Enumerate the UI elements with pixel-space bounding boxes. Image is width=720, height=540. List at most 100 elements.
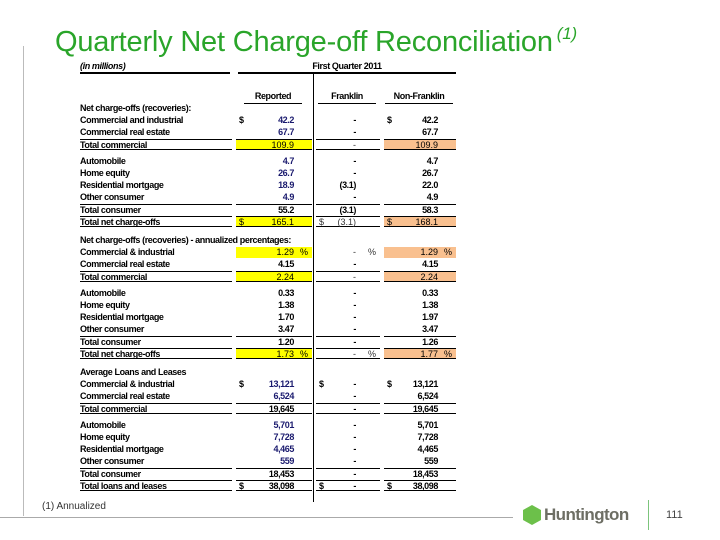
value: 67.7 xyxy=(278,127,294,137)
value: 26.7 xyxy=(422,168,438,178)
row-label: Home equity xyxy=(80,168,130,178)
percent-symbol: % xyxy=(299,247,308,257)
value: - xyxy=(353,192,356,202)
row-label: Net charge-offs (recoveries): xyxy=(80,103,191,113)
non-franklin-cell: 7,728 xyxy=(384,432,456,443)
value: - xyxy=(353,404,356,414)
franklin-cell: - xyxy=(316,456,380,467)
row-label: Commercial real estate xyxy=(80,127,170,137)
franklin-cell: - xyxy=(316,259,380,270)
table-row: Home equity 1.38 - 1.38 xyxy=(80,300,456,312)
value: 67.7 xyxy=(422,127,438,137)
franklin-cell: - xyxy=(316,127,380,138)
value: - xyxy=(353,312,356,322)
reported-cell: 1.29% xyxy=(236,247,312,258)
value: 4.15 xyxy=(278,259,294,269)
value: 58.3 xyxy=(422,205,438,215)
non-franklin-cell: 67.7 xyxy=(384,127,456,138)
value: 1.73 xyxy=(276,349,294,359)
section-header: Average Loans and Leases xyxy=(80,367,456,379)
column-header-franklin: Franklin xyxy=(318,91,376,104)
value: - xyxy=(353,168,356,178)
row-label: Other consumer xyxy=(80,324,144,334)
value: 1.97 xyxy=(422,312,438,322)
divider xyxy=(238,72,456,74)
value: 4,465 xyxy=(273,444,294,454)
divider xyxy=(80,72,230,74)
reported-cell: 6,524 xyxy=(236,391,312,402)
value: - xyxy=(353,247,356,257)
franklin-cell: - xyxy=(316,115,380,126)
row-label: Residential mortgage xyxy=(80,312,164,322)
non-franklin-cell: 4.15 xyxy=(384,259,456,270)
column-header-reported: Reported xyxy=(244,91,302,104)
value: 1.26 xyxy=(422,337,438,347)
value: 1.70 xyxy=(278,312,294,322)
value: 4.15 xyxy=(422,259,438,269)
huntington-logo: Huntington xyxy=(523,505,629,525)
value: 1.77 xyxy=(420,349,438,359)
currency-symbol: $ xyxy=(387,481,392,491)
reported-cell: 67.7 xyxy=(236,127,312,138)
value: 5,701 xyxy=(273,420,294,430)
value: - xyxy=(353,288,356,298)
currency-symbol: $ xyxy=(387,379,392,389)
table-row: Total consumer 1.20 - 1.26 xyxy=(80,336,456,348)
non-franklin-cell: 4.9 xyxy=(384,192,456,203)
table-row: Automobile 4.7 - 4.7 xyxy=(80,156,456,168)
row-label: Total consumer xyxy=(80,468,232,479)
value: - xyxy=(353,481,356,491)
non-franklin-cell: 109.9 xyxy=(384,139,456,150)
value: 165.1 xyxy=(271,217,294,227)
franklin-cell: - xyxy=(316,444,380,455)
reported-cell: 55.2 xyxy=(236,204,312,215)
value: - xyxy=(353,127,356,137)
row-label: Commercial real estate xyxy=(80,391,170,401)
non-franklin-cell: 22.0 xyxy=(384,180,456,191)
row-label: Total consumer xyxy=(80,204,232,215)
franklin-cell: - xyxy=(316,391,380,402)
value: (3.1) xyxy=(337,217,356,227)
row-label: Average Loans and Leases xyxy=(80,367,187,377)
value: 26.7 xyxy=(278,168,294,178)
value: 4.7 xyxy=(282,156,295,166)
value: 1.38 xyxy=(422,300,438,310)
table-row: Residential mortgage 4,465 - 4,465 xyxy=(80,444,456,456)
table-row: Home equity 7,728 - 7,728 xyxy=(80,432,456,444)
value: 18.9 xyxy=(278,180,294,190)
table-row: Commercial real estate 67.7 - 67.7 xyxy=(80,127,456,139)
non-franklin-cell: 4,465 xyxy=(384,444,456,455)
table-row: Automobile 5,701 - 5,701 xyxy=(80,420,456,432)
value: 38,098 xyxy=(412,481,439,491)
franklin-cell: - xyxy=(316,271,380,282)
value: - xyxy=(353,259,356,269)
reported-cell: 18,453 xyxy=(236,468,312,479)
reported-cell: 1.20 xyxy=(236,336,312,347)
left-rule xyxy=(23,46,24,516)
value: 559 xyxy=(424,456,438,466)
percent-symbol: % xyxy=(443,349,452,359)
reported-cell: 4.15 xyxy=(236,259,312,270)
value: 19,645 xyxy=(412,404,439,414)
reported-cell: 4.9 xyxy=(236,192,312,203)
page-title: Quarterly Net Charge-off Reconciliation(… xyxy=(55,24,577,59)
reported-cell: 3.47 xyxy=(236,324,312,335)
franklin-cell: - xyxy=(316,300,380,311)
value: 5,701 xyxy=(417,420,438,430)
franklin-cell: - xyxy=(316,288,380,299)
row-label: Total consumer xyxy=(80,336,232,347)
non-franklin-cell: 1.38 xyxy=(384,300,456,311)
non-franklin-cell: $38,098 xyxy=(384,480,456,491)
reported-cell: 1.70 xyxy=(236,312,312,323)
row-label: Residential mortgage xyxy=(80,444,164,454)
value: 109.9 xyxy=(271,140,294,150)
row-label: Commercial & industrial xyxy=(80,379,175,389)
value: 168.1 xyxy=(415,217,438,227)
value: 7,728 xyxy=(417,432,438,442)
value: - xyxy=(353,391,356,401)
row-label: Total net charge-offs xyxy=(80,348,232,359)
non-franklin-cell: 0.33 xyxy=(384,288,456,299)
table-row: Residential mortgage 1.70 - 1.97 xyxy=(80,312,456,324)
row-label: Commercial real estate xyxy=(80,259,170,269)
table-row: Total net charge-offs 1.73% -% 1.77% xyxy=(80,348,456,360)
